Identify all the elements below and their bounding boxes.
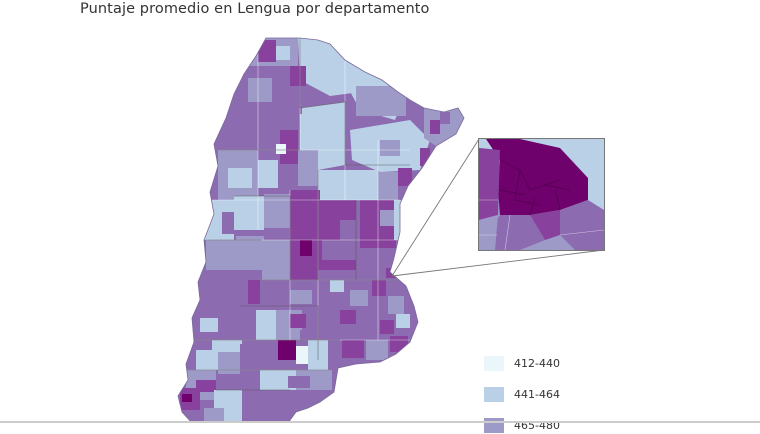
inset-frame — [478, 138, 605, 251]
bottom-divider — [0, 421, 760, 423]
legend-swatch — [484, 417, 504, 433]
zoom-connector-bottom — [391, 249, 605, 277]
map-title: Puntaje promedio en Lengua por departame… — [80, 1, 430, 17]
buenos-aires-inset — [478, 138, 605, 251]
legend-item: 465-480 — [484, 416, 604, 434]
legend-swatch — [484, 386, 504, 402]
argentina-choropleth-map — [177, 37, 605, 423]
province-borders — [186, 38, 410, 391]
country-outline — [177, 37, 465, 423]
legend-label: 441-464 — [514, 387, 560, 401]
legend-item: 412-440 — [484, 354, 604, 372]
legend-item: 441-464 — [484, 385, 604, 403]
legend-label: 412-440 — [514, 356, 560, 370]
zoom-connector-top — [391, 138, 480, 277]
argentina-departments — [178, 38, 464, 423]
legend-swatch — [484, 355, 504, 371]
